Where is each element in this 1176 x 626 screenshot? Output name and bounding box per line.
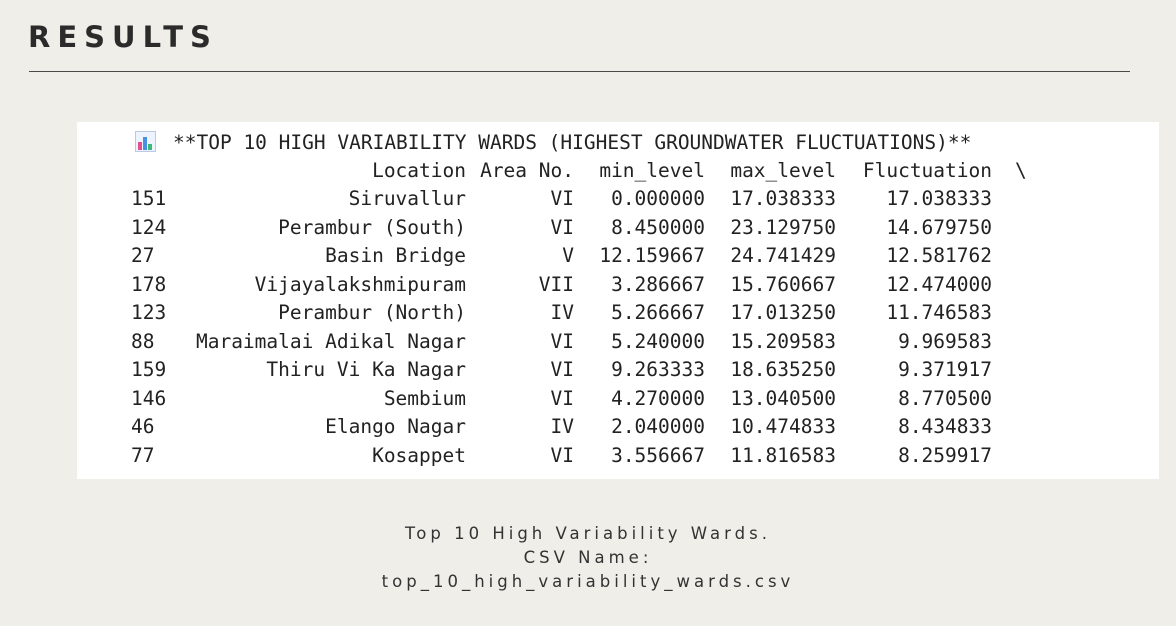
table-cell-fluct: 8.259917: [898, 443, 992, 467]
column-header-fluct: Fluctuation: [862, 159, 992, 182]
table-cell-max: 17.038333: [730, 187, 836, 210]
table-cell-fluct: 9.371917: [898, 358, 992, 381]
column-header-min: min_level: [599, 159, 705, 182]
table-cell-area: VI: [550, 443, 574, 467]
column-min: 0.000000 8.450000 12.159667 3.286667 5.26666…: [582, 185, 705, 470]
table-cell-location: Perambur (South): [278, 215, 466, 239]
table-cell-idx: 124: [131, 215, 167, 239]
column-header-location: Location: [372, 159, 466, 182]
table-cell-fluct: 12.581762: [886, 244, 992, 267]
table-cell-fluct: 14.679750: [886, 215, 992, 239]
table-cell-idx: 178: [131, 272, 167, 296]
table-cell-location: Siruvallur: [348, 187, 466, 210]
caption-line-1: Top 10 High Variability Wards.: [405, 524, 771, 543]
table-cell-fluct: 8.770500: [898, 386, 992, 410]
table-cell-max: 13.040500: [730, 386, 836, 410]
table-cell-area: IV: [550, 415, 574, 438]
table-cell-fluct: 8.434833: [898, 415, 992, 438]
output-title-line: **TOP 10 HIGH VARIABILITY WARDS (HIGHEST…: [135, 129, 971, 157]
table-cell-idx: 123: [131, 301, 167, 324]
table-cell-max: 15.760667: [730, 272, 836, 296]
table-cell-fluct: 12.474000: [886, 272, 992, 296]
column-area: VI VI V VII IV VI VI VI IV VI: [472, 185, 574, 470]
table-cell-max: 15.209583: [730, 329, 836, 353]
table-cell-min: 4.270000: [611, 386, 705, 410]
table-cell-min: 3.556667: [611, 443, 705, 467]
table-cell-area: VII: [538, 272, 574, 296]
caption-line-2: CSV Name:: [523, 548, 653, 567]
table-cell-max: 10.474833: [730, 415, 836, 438]
table-cell-location: Kosappet: [372, 443, 466, 467]
table-cell-area: VI: [550, 215, 574, 239]
table-cell-location: Basin Bridge: [325, 244, 466, 267]
table-cell-area: IV: [550, 301, 574, 324]
table-cell-idx: 146: [131, 386, 167, 410]
table-cell-min: 0.000000: [611, 187, 705, 210]
table-cell-location: Thiru Vi Ka Nagar: [266, 358, 466, 381]
table-cell-area: V: [562, 244, 574, 267]
table-cell-min: 3.286667: [611, 272, 705, 296]
table-cell-location: Perambur (North): [278, 301, 466, 324]
table-cell-location: Elango Nagar: [325, 415, 466, 438]
table-cell-area: VI: [550, 386, 574, 410]
output-title: **TOP 10 HIGH VARIABILITY WARDS (HIGHEST…: [173, 131, 972, 154]
table-cell-location: Maraimalai Adikal Nagar: [195, 329, 466, 353]
column-header-area: Area No.: [480, 159, 574, 182]
column-header-cont: \: [1015, 159, 1027, 182]
column-location: Siruvallur Perambur (South) Basin Bridge Vi…: [177, 185, 466, 470]
table-cell-min: 2.040000: [611, 415, 705, 438]
table-cell-idx: 151: [131, 187, 167, 210]
table-cell-area: VI: [550, 358, 574, 381]
column-idx: 151 124 27 178 123 88 159 146 46 77: [131, 185, 191, 470]
table-cell-fluct: 9.969583: [898, 329, 992, 353]
column-header-max: max_level: [730, 159, 836, 182]
figure-caption: Top 10 High Variability Wards. CSV Name:…: [0, 522, 1176, 594]
table-cell-location: Sembium: [383, 386, 466, 410]
column-fluct: 17.038333 14.679750 12.581762 12.474000 11.7…: [849, 185, 992, 470]
table-cell-max: 11.816583: [730, 443, 836, 467]
table-cell-min: 5.266667: [611, 301, 705, 324]
table-cell-min: 9.263333: [611, 358, 705, 381]
table-cell-idx: 77: [131, 443, 155, 467]
table-cell-idx: 88: [131, 329, 155, 353]
page-heading: RESULTS: [28, 20, 218, 54]
table-cell-max: 17.013250: [730, 301, 836, 324]
output-panel: **TOP 10 HIGH VARIABILITY WARDS (HIGHEST…: [77, 122, 1159, 479]
table-cell-idx: 27: [131, 244, 155, 267]
table-cell-min: 5.240000: [611, 329, 705, 353]
table-cell-fluct: 17.038333: [886, 187, 992, 210]
table-cell-fluct: 11.746583: [886, 301, 992, 324]
table-cell-max: 24.741429: [730, 244, 836, 267]
heading-divider: [29, 71, 1130, 72]
table-cell-area: VI: [550, 329, 574, 353]
caption-line-3: top_10_high_variability_wards.csv: [381, 572, 795, 591]
bar-chart-icon: [135, 131, 156, 152]
table-cell-location: Vijayalakshmipuram: [254, 272, 466, 296]
table-cell-area: VI: [550, 187, 574, 210]
table-cell-max: 18.635250: [730, 358, 836, 381]
table-cell-idx: 46: [131, 415, 155, 438]
table-cell-idx: 159: [131, 358, 167, 381]
table-cell-min: 12.159667: [599, 244, 705, 267]
table-cell-min: 8.450000: [611, 215, 705, 239]
column-max: 17.038333 23.129750 24.741429 15.760667 17.0…: [713, 185, 836, 470]
table-cell-max: 23.129750: [730, 215, 836, 239]
